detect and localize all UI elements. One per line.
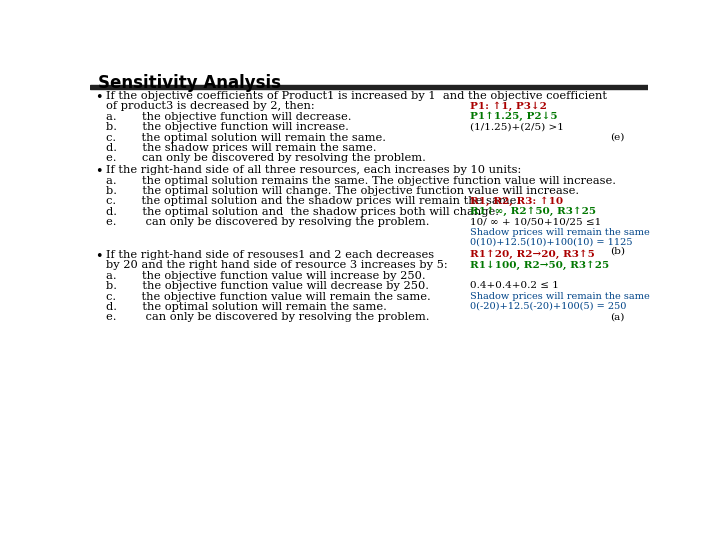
Text: a.       the objective function will decrease.: a. the objective function will decrease. [106, 112, 351, 122]
Text: c.       the optimal solution will remain the same.: c. the optimal solution will remain the … [106, 132, 385, 143]
Bar [90, 85, 648, 90]
Text: d.       the optimal solution and  the shadow prices both will change.: d. the optimal solution and the shadow p… [106, 207, 498, 217]
Text: b.       the objective function will increase.: b. the objective function will increase. [106, 122, 348, 132]
Text: Shadow prices will remain the same: Shadow prices will remain the same [469, 228, 649, 237]
Text: (1/1.25)+(2/5) >1: (1/1.25)+(2/5) >1 [469, 122, 564, 131]
Text: e.       can only be discovered by resolving the problem.: e. can only be discovered by resolving t… [106, 153, 426, 163]
Text: a.       the optimal solution remains the same. The objective function value wil: a. the optimal solution remains the same… [106, 176, 616, 186]
Text: P1: ↑1, P3↓2: P1: ↑1, P3↓2 [469, 102, 546, 111]
Text: (b): (b) [610, 247, 625, 256]
Text: R1↑20, R2→20, R3↑5: R1↑20, R2→20, R3↑5 [469, 250, 595, 259]
Text: 10/ ∞ + 10/50+10/25 ≤1: 10/ ∞ + 10/50+10/25 ≤1 [469, 217, 601, 226]
Text: Shadow prices will remain the same: Shadow prices will remain the same [469, 292, 649, 301]
Text: c.       the optimal solution and the shadow prices will remain the same.: c. the optimal solution and the shadow p… [106, 197, 520, 206]
Text: If the right-hand side of resouses1 and 2 each decreases: If the right-hand side of resouses1 and … [106, 250, 433, 260]
Text: R1↑∞, R2↑50, R3↑25: R1↑∞, R2↑50, R3↑25 [469, 207, 595, 217]
Text: 0(10)+12.5(10)+100(10) = 1125: 0(10)+12.5(10)+100(10) = 1125 [469, 237, 632, 246]
Text: b.       the objective function value will decrease by 250.: b. the objective function value will dec… [106, 281, 428, 291]
Text: c.       the objective function value will remain the same.: c. the objective function value will rem… [106, 292, 431, 301]
Text: R1, R2, R3: ↑10: R1, R2, R3: ↑10 [469, 197, 563, 206]
Text: a.       the objective function value will increase by 250.: a. the objective function value will inc… [106, 271, 425, 281]
Text: (e): (e) [611, 132, 625, 141]
Text: Sensitivity Analysis: Sensitivity Analysis [98, 74, 281, 92]
Text: R1↓100, R2→50, R3↑25: R1↓100, R2→50, R3↑25 [469, 260, 609, 270]
Text: •: • [94, 250, 102, 263]
Text: d.       the optimal solution will remain the same.: d. the optimal solution will remain the … [106, 302, 387, 312]
Text: of product3 is decreased by 2, then:: of product3 is decreased by 2, then: [106, 102, 314, 111]
Text: b.       the optimal solution will change. The objective function value will inc: b. the optimal solution will change. The… [106, 186, 579, 196]
Text: If the right-hand side of all three resources, each increases by 10 units:: If the right-hand side of all three reso… [106, 165, 521, 176]
Text: e.        can only be discovered by resolving the problem.: e. can only be discovered by resolving t… [106, 217, 429, 227]
Text: 0(-20)+12.5(-20)+100(5) = 250: 0(-20)+12.5(-20)+100(5) = 250 [469, 302, 626, 311]
Text: P1↑1.25, P2↓5: P1↑1.25, P2↓5 [469, 112, 557, 121]
Text: •: • [94, 165, 102, 178]
Text: by 20 and the right hand side of resource 3 increases by 5:: by 20 and the right hand side of resourc… [106, 260, 447, 271]
Text: •: • [94, 91, 102, 104]
Text: d.       the shadow prices will remain the same.: d. the shadow prices will remain the sam… [106, 143, 376, 153]
Text: e.        can only be discovered by resolving the problem.: e. can only be discovered by resolving t… [106, 312, 429, 322]
Text: 0.4+0.4+0.2 ≤ 1: 0.4+0.4+0.2 ≤ 1 [469, 281, 559, 290]
Text: If the objective coefficients of Product1 is increased by 1  and the objective c: If the objective coefficients of Product… [106, 91, 606, 101]
Text: (a): (a) [611, 312, 625, 321]
